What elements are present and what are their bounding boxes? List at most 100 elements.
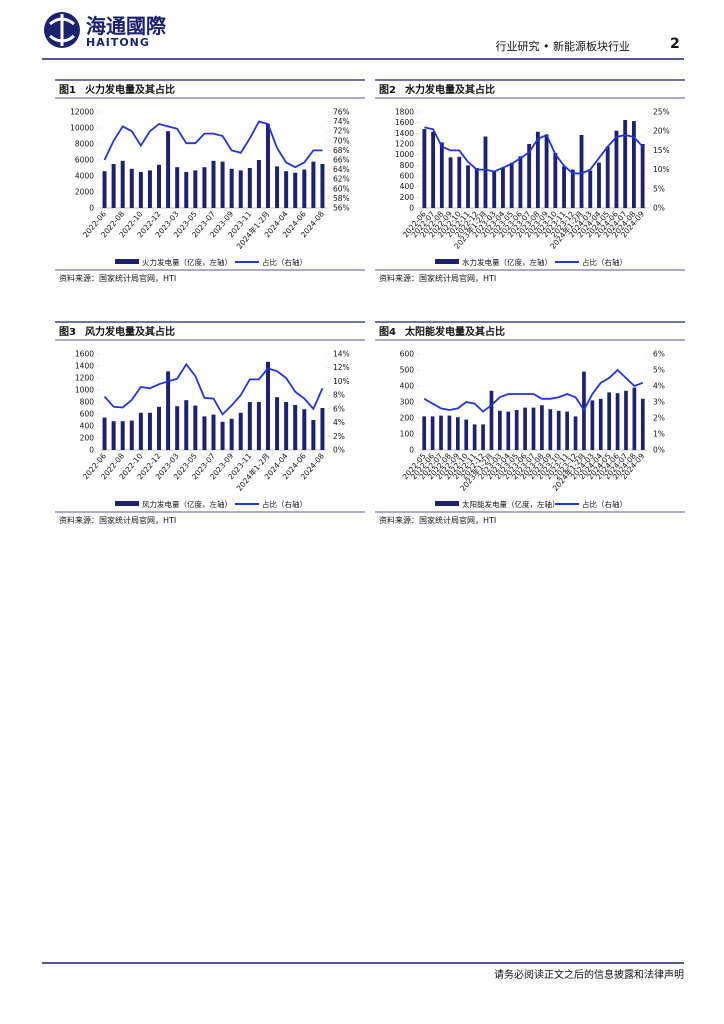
bar <box>302 169 307 208</box>
bar <box>193 405 198 450</box>
y2-tick-label: 8% <box>333 391 345 400</box>
bar <box>501 168 505 208</box>
y-tick-label: 600 <box>80 410 95 419</box>
page-number: 2 <box>670 36 680 52</box>
bar <box>175 167 180 208</box>
y-tick-label: 1600 <box>75 350 94 359</box>
y2-tick-label: 2% <box>653 414 665 423</box>
y2-tick-label: 10% <box>653 165 670 174</box>
logo-mark <box>49 14 75 46</box>
y-tick-label: 8000 <box>75 140 94 149</box>
line <box>424 126 644 175</box>
y-tick-label: 0 <box>89 446 94 455</box>
bar <box>540 405 544 450</box>
y2-tick-label: 56% <box>333 204 350 213</box>
footer: 请务必阅读正文之后的信息披露和法律声明 <box>494 968 684 981</box>
bar <box>220 161 225 208</box>
y2-tick-label: 25% <box>653 108 670 117</box>
source: 资料来源：国家统计局官网，HTI <box>59 273 176 283</box>
line <box>103 120 323 169</box>
bar <box>607 392 612 450</box>
bar <box>523 407 527 450</box>
y-tick-label: 12000 <box>70 108 94 117</box>
bar <box>579 134 584 208</box>
bar <box>320 408 325 450</box>
y2-tick-label: 5% <box>653 184 665 193</box>
bar <box>238 412 243 450</box>
y-tick-label: 1200 <box>395 140 414 149</box>
bar <box>492 170 497 208</box>
source: 资料来源：国家统计局官网，HTI <box>379 515 496 525</box>
bar <box>614 130 619 208</box>
y-tick-label: 600 <box>400 350 415 359</box>
bar <box>138 172 143 208</box>
figure-title: 火力发电量及其占比 <box>85 83 175 96</box>
bar <box>247 168 252 208</box>
bar <box>531 407 536 450</box>
y-tick-label: 1000 <box>395 150 414 159</box>
bar <box>147 412 152 450</box>
bar <box>431 131 436 208</box>
legend-label: 占比（右轴） <box>582 499 627 509</box>
y2-tick-label: 5% <box>653 366 665 375</box>
legend-swatch <box>115 259 139 264</box>
y2-tick-label: 68% <box>333 146 350 155</box>
bar <box>302 409 307 450</box>
bar <box>311 161 316 208</box>
bar <box>548 409 553 450</box>
bar <box>570 169 575 208</box>
y2-tick-label: 58% <box>333 194 350 203</box>
figure-label: 图4 <box>379 326 396 338</box>
bar <box>640 144 645 208</box>
y-tick-label: 300 <box>400 398 415 407</box>
figure-label: 图1 <box>59 84 76 96</box>
bar <box>202 167 207 208</box>
bar <box>448 157 453 208</box>
bar <box>293 172 298 208</box>
bar <box>129 168 134 208</box>
bar <box>481 424 485 450</box>
bar <box>220 421 225 450</box>
bar <box>202 416 207 450</box>
y2-tick-label: 3% <box>653 398 665 407</box>
bar <box>247 402 252 450</box>
bar <box>256 160 261 208</box>
y2-tick-label: 64% <box>333 165 350 174</box>
bar <box>229 168 234 208</box>
y-tick-label: 1800 <box>395 108 414 117</box>
y2-tick-label: 10% <box>333 377 350 386</box>
y2-tick-label: 6% <box>653 350 665 359</box>
bar <box>430 416 435 450</box>
legend-label: 火力发电量（亿度，左轴） <box>142 257 232 267</box>
bar <box>464 419 469 450</box>
bar <box>422 129 427 208</box>
bar <box>157 406 162 450</box>
y-tick-label: 2000 <box>75 188 94 197</box>
y2-tick-label: 12% <box>333 363 350 372</box>
bar <box>553 153 558 208</box>
bar <box>265 124 270 208</box>
bar <box>624 390 628 450</box>
bar <box>229 418 234 450</box>
line <box>423 368 644 413</box>
y2-tick-label: 62% <box>333 175 350 184</box>
y-tick-label: 4000 <box>75 172 94 181</box>
y2-tick-label: 20% <box>653 127 670 136</box>
legend-label: 占比（右轴） <box>582 257 627 267</box>
bar <box>211 160 216 208</box>
y2-tick-label: 60% <box>333 184 350 193</box>
y2-tick-label: 72% <box>333 127 350 136</box>
legend-swatch <box>435 501 459 506</box>
y-tick-label: 400 <box>400 382 415 391</box>
bar <box>483 136 488 208</box>
bar <box>184 400 189 450</box>
y2-tick-label: 2% <box>333 432 345 441</box>
source: 资料来源：国家统计局官网，HTI <box>379 273 496 283</box>
y-tick-label: 0 <box>89 204 94 213</box>
bar <box>514 410 519 450</box>
bar <box>111 421 116 450</box>
bar <box>498 410 502 450</box>
